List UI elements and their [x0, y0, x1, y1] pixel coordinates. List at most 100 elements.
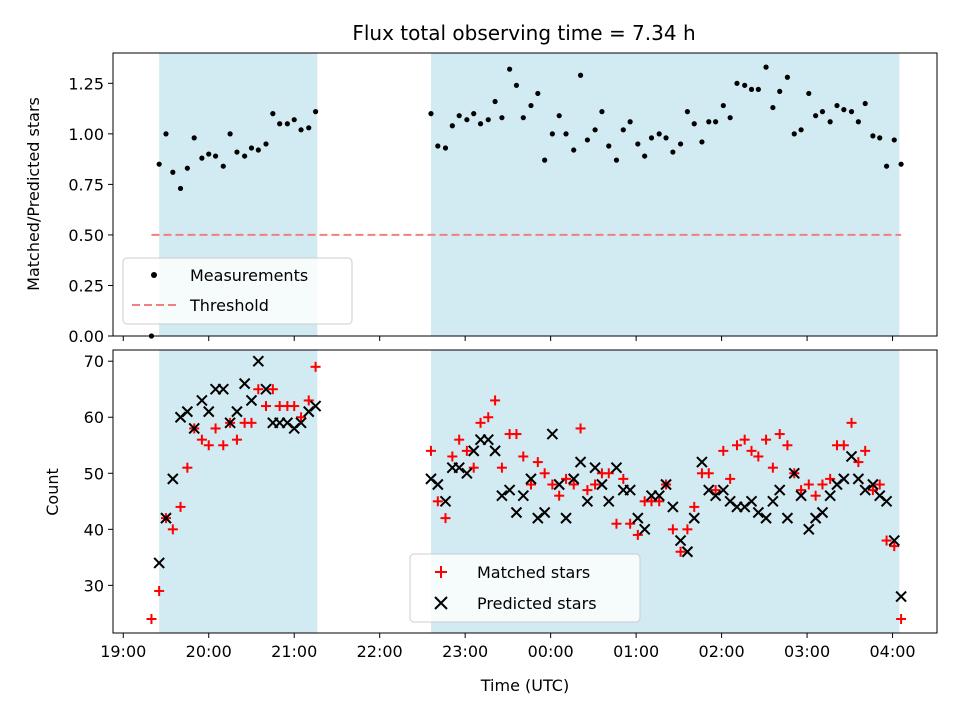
matched-star-point [253, 384, 264, 395]
x-tick-label: 22:00 [357, 642, 403, 661]
top-y-axis-label: Matched/Predicted stars [24, 97, 43, 291]
legend-threshold-label: Threshold [189, 296, 269, 315]
measurement-point [298, 127, 304, 133]
matched-star-point [561, 473, 572, 484]
measurement-point [464, 117, 470, 123]
matched-star-point [889, 541, 900, 552]
predicted-star-point [717, 484, 730, 496]
measurement-point [784, 74, 791, 80]
predicted-star-point [880, 495, 893, 508]
measurement-point [648, 135, 655, 141]
predicted-star-point [546, 428, 559, 440]
matched-star-point [896, 613, 907, 624]
matched-star-point [182, 462, 193, 473]
measurement-point [798, 127, 804, 133]
matched-star-point [774, 429, 785, 440]
measurement-point [777, 88, 783, 95]
measurement-point [156, 161, 162, 167]
matched-star-point [303, 395, 314, 406]
predicted-star-point [439, 495, 452, 508]
y-tick-label: 0.25 [68, 276, 104, 295]
matched-star-point [753, 451, 764, 462]
predicted-star-point [245, 394, 258, 407]
matched-star-point [218, 440, 229, 451]
measurement-point [599, 109, 605, 115]
predicted-star-point [525, 473, 537, 485]
measurement-point [834, 102, 840, 109]
measurement-point [870, 133, 876, 139]
measurement-point [577, 72, 584, 78]
predicted-star-point [181, 405, 194, 418]
y-tick-label: 0.50 [68, 226, 104, 245]
measurement-point [556, 113, 562, 119]
legend-matched-marker [435, 566, 447, 578]
bottom-legend: Matched stars Predicted stars [409, 553, 641, 623]
predicted-star-point [503, 484, 516, 496]
matched-star-point [582, 485, 593, 496]
measurement-point [220, 163, 226, 169]
predicted-star-point [603, 495, 615, 508]
predicted-star-point [553, 478, 565, 491]
measurement-point [656, 131, 662, 137]
top-plot-area [148, 64, 904, 339]
predicted-star-point [560, 512, 572, 524]
measurement-point [691, 121, 697, 127]
x-tick-label: 21:00 [271, 642, 317, 661]
predicted-star-point [568, 473, 580, 485]
predicted-star-point [788, 467, 800, 479]
predicted-star-point [838, 473, 850, 485]
legend-matched-label: Matched stars [477, 563, 590, 582]
matched-star-point [739, 434, 750, 445]
predicted-star-point [660, 478, 672, 491]
measurement-point [571, 147, 577, 153]
measurement-point [456, 113, 462, 119]
y-tick-label: 70 [84, 352, 104, 371]
predicted-star-point [432, 478, 444, 491]
predicted-star-point [489, 445, 501, 457]
measurement-point [234, 149, 240, 155]
predicted-star-point [674, 534, 687, 547]
measurement-point [670, 149, 676, 155]
matched-star-point [289, 401, 300, 412]
matched-star-point [632, 529, 643, 540]
matched-star-point [575, 423, 586, 434]
matched-star-point [167, 524, 178, 535]
predicted-star-point [667, 501, 679, 513]
predicted-star-point [574, 456, 587, 468]
y-tick-label: 1.00 [68, 125, 104, 144]
predicted-star-point [453, 461, 465, 474]
predicted-star-point [461, 467, 473, 479]
bottom-axes-frame [112, 349, 938, 634]
measurement-point [471, 111, 477, 117]
top-panel: 0.00 0.25 0.50 0.75 1.00 1.25 Matched/Predict… [24, 52, 938, 346]
predicted-star-point [709, 489, 722, 502]
matched-star-point [803, 479, 814, 490]
measurement-point [663, 135, 669, 141]
measurement-point [255, 147, 261, 153]
y-tick-label: 50 [84, 464, 104, 483]
matched-star-point [618, 473, 629, 484]
matched-star-point [568, 479, 579, 490]
predicted-star-point [589, 461, 601, 474]
matched-star-point [231, 434, 242, 445]
matched-star-point [310, 361, 321, 372]
measurement-point [727, 115, 733, 121]
matched-star-point [782, 440, 793, 451]
measurement-point [248, 145, 255, 151]
measurement-point [642, 153, 648, 159]
predicted-star-point [309, 400, 322, 412]
matched-star-point [725, 473, 736, 484]
matched-star-point [689, 501, 700, 512]
matched-star-point [796, 485, 807, 496]
measurement-point [442, 145, 449, 151]
predicted-star-point [203, 405, 215, 418]
measurement-point [277, 121, 283, 127]
matched-star-point [853, 457, 864, 468]
measurement-point [542, 157, 548, 163]
matched-star-point [483, 412, 494, 423]
matched-star-point [675, 546, 686, 557]
measurement-point [584, 137, 590, 143]
matched-star-point [682, 524, 693, 535]
measurement-point [819, 109, 826, 115]
